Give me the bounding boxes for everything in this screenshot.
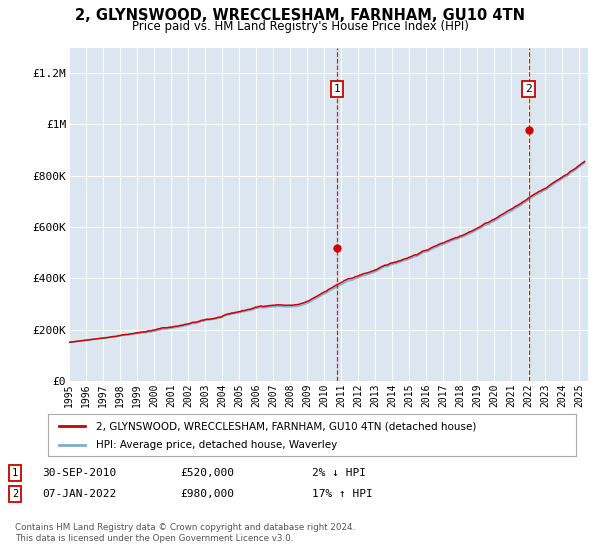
Text: 2% ↓ HPI: 2% ↓ HPI (312, 468, 366, 478)
Text: £520,000: £520,000 (180, 468, 234, 478)
Text: 17% ↑ HPI: 17% ↑ HPI (312, 489, 373, 499)
Text: 2: 2 (526, 84, 532, 94)
Text: HPI: Average price, detached house, Waverley: HPI: Average price, detached house, Wave… (95, 440, 337, 450)
Text: 2: 2 (12, 489, 18, 499)
Text: 30-SEP-2010: 30-SEP-2010 (42, 468, 116, 478)
Text: 1: 1 (334, 84, 340, 94)
Text: Contains HM Land Registry data © Crown copyright and database right 2024.
This d: Contains HM Land Registry data © Crown c… (15, 524, 355, 543)
Text: 07-JAN-2022: 07-JAN-2022 (42, 489, 116, 499)
Text: 2, GLYNSWOOD, WRECCLESHAM, FARNHAM, GU10 4TN: 2, GLYNSWOOD, WRECCLESHAM, FARNHAM, GU10… (75, 8, 525, 24)
Text: 2, GLYNSWOOD, WRECCLESHAM, FARNHAM, GU10 4TN (detached house): 2, GLYNSWOOD, WRECCLESHAM, FARNHAM, GU10… (95, 421, 476, 431)
Text: 1: 1 (12, 468, 18, 478)
Text: £980,000: £980,000 (180, 489, 234, 499)
Text: Price paid vs. HM Land Registry's House Price Index (HPI): Price paid vs. HM Land Registry's House … (131, 20, 469, 32)
